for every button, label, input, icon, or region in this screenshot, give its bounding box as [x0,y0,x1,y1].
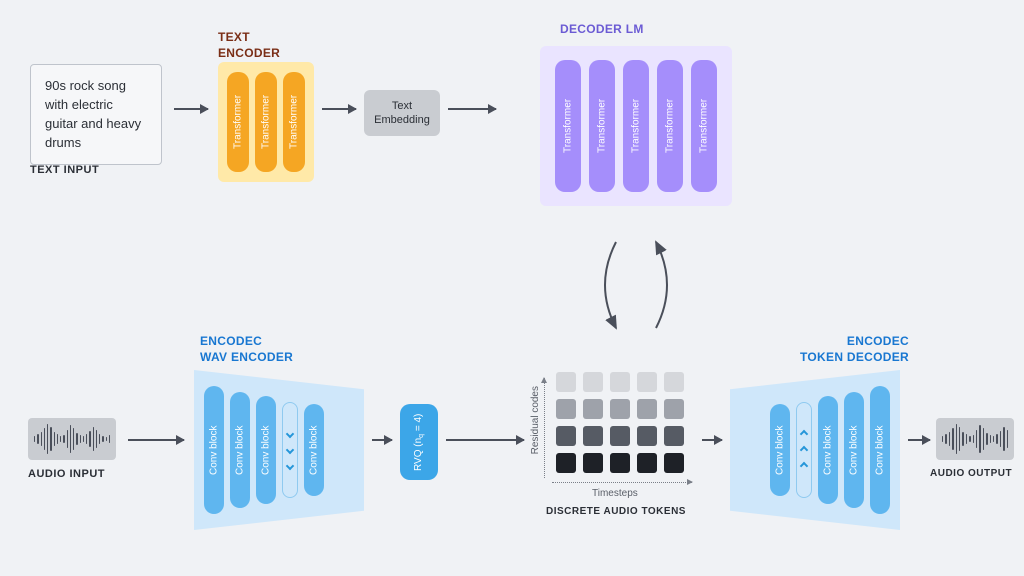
token-cell [556,399,576,419]
arrow-rvq-to-tokens [446,439,524,441]
tokens-grid [556,372,684,473]
rvq-label: RVQ (nq = 4) [413,413,425,470]
audio-output-label: AUDIO OUTPUT [930,468,1012,479]
dec-conv-1: Conv block [770,404,790,496]
decoder-pill-4: Transformer [657,60,683,192]
token-cell [637,399,657,419]
token-cell [583,372,603,392]
encodec-decoder-pills: Conv block Conv block Conv block Conv bl… [740,382,890,518]
encodec-encoder-pills: Conv block Conv block Conv block Conv bl… [204,382,354,518]
rvq-box: RVQ (nq = 4) [400,404,438,480]
decoder-pill-5: Transformer [691,60,717,192]
dec-conv-4: Conv block [870,386,890,514]
encoder-pill-3: Transformer [283,72,305,172]
loop-arrows [586,230,686,340]
arrow-audio-to-enc [128,439,184,441]
token-cell [610,399,630,419]
text-input-label: TEXT INPUT [30,164,99,176]
enc-mini-arrows [282,402,298,498]
text-encoder-box: Transformer Transformer Transformer [218,62,314,182]
encodec-decoder-title: ENCODEC TOKEN DECODER [800,334,909,365]
tokens-title: DISCRETE AUDIO TOKENS [546,506,686,517]
token-cell [556,372,576,392]
text-input-box: 90s rock song with electric guitar and h… [30,64,162,165]
text-embedding-box: TextEmbedding [364,90,440,136]
token-cell [583,426,603,446]
mini-arrow-icon [286,446,294,454]
enc-conv-1: Conv block [204,386,224,514]
audio-input-wave [28,418,116,460]
token-cell [664,426,684,446]
dec-mini-arrows [796,402,812,498]
token-cell [556,426,576,446]
decoder-lm-box: Transformer Transformer Transformer Tran… [540,46,732,206]
encodec-encoder-title: ENCODEC WAV ENCODER [200,334,293,365]
arrow-encoder-to-embed [322,108,356,110]
arrow-embed-to-decoder [448,108,496,110]
arrow-tokens-to-dec [702,439,722,441]
token-cell [610,372,630,392]
arrow-text-to-encoder [174,108,208,110]
tokens-yaxis-label: Residual codes [530,386,541,454]
mini-arrow-icon [800,446,808,454]
decoder-lm-title: DECODER LM [560,22,644,38]
audio-output-wave [936,418,1014,460]
decoder-pill-3: Transformer [623,60,649,192]
encoder-pill-2: Transformer [255,72,277,172]
dec-conv-3: Conv block [844,392,864,508]
mini-arrow-icon [800,430,808,438]
encoder-pill-1: Transformer [227,72,249,172]
text-encoder-title: TEXT ENCODER [218,30,280,61]
dec-conv-2: Conv block [818,396,838,504]
enc-conv-4: Conv block [304,404,324,496]
mini-arrow-icon [800,462,808,470]
decoder-pill-2: Transformer [589,60,615,192]
token-cell [637,426,657,446]
tokens-xaxis-label: Timesteps [592,488,638,499]
token-cell [583,453,603,473]
arrow-enc-to-rvq [372,439,392,441]
mini-arrow-icon [286,430,294,438]
token-cell [637,372,657,392]
enc-conv-3: Conv block [256,396,276,504]
token-cell [664,399,684,419]
token-cell [637,453,657,473]
arrow-dec-to-output [908,439,930,441]
token-cell [664,453,684,473]
token-cell [664,372,684,392]
mini-arrow-icon [286,462,294,470]
audio-input-label: AUDIO INPUT [28,468,105,480]
token-cell [610,453,630,473]
text-input-content: 90s rock song with electric guitar and h… [45,78,141,150]
decoder-pill-1: Transformer [555,60,581,192]
enc-conv-2: Conv block [230,392,250,508]
token-cell [583,399,603,419]
token-cell [610,426,630,446]
token-cell [556,453,576,473]
